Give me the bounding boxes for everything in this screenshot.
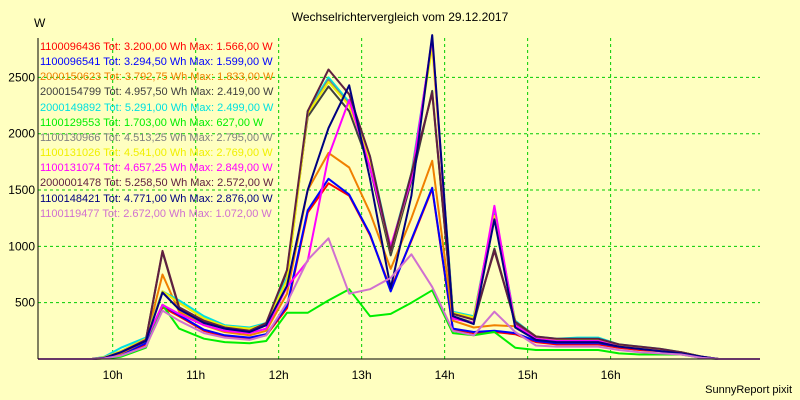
- legend-item: 1100096541 Tot: 3.294,50 Wh Max: 1.599,0…: [40, 56, 273, 69]
- x-tick-label: 11h: [186, 368, 205, 382]
- x-tick-label: 16h: [601, 368, 621, 382]
- footer-credit: SunnyReport pixit: [705, 384, 792, 396]
- y-tick-label: 1500: [8, 183, 35, 197]
- x-tick-label: 15h: [518, 368, 538, 382]
- legend-item: 2000154799 Tot: 4.957,50 Wh Max: 2.419,0…: [40, 86, 274, 99]
- legend-item: 2000149892 Tot: 5.291,00 Wh Max: 2.499,0…: [40, 101, 274, 114]
- legend-item: 1100148421 Tot: 4.771,00 Wh Max: 2.876,0…: [40, 192, 273, 205]
- x-tick-label: 13h: [352, 368, 372, 382]
- legend-item: 1100131074 Tot: 4.657,25 Wh Max: 2.849,0…: [40, 162, 273, 175]
- legend-item: 2000150623 Tot: 3.792,75 Wh Max: 1.833,0…: [40, 71, 274, 84]
- series-line-1100148421: [38, 34, 760, 360]
- x-tick-label: 12h: [269, 368, 289, 382]
- series-layer: [38, 34, 760, 360]
- x-tick-label: 10h: [103, 368, 123, 382]
- y-tick-label: 2000: [8, 127, 35, 141]
- axes: [37, 38, 760, 360]
- tick-labels: 500 1000 1500 2000 2500 10h 11h 12h 13h 14h 15h 16h: [8, 70, 620, 382]
- y-tick-label: 2500: [8, 70, 35, 84]
- legend-item: 2000001478 Tot: 5.258,50 Wh Max: 2.572,0…: [40, 177, 274, 190]
- series-line-1100119477: [38, 237, 760, 360]
- legend: 1100096436 Tot: 3.200,00 Wh Max: 1.566,0…: [40, 40, 273, 222]
- legend-item: 1100096436 Tot: 3.200,00 Wh Max: 1.566,0…: [40, 41, 273, 53]
- legend-item: 1100119477 Tot: 2.672,00 Wh Max: 1.072,0…: [40, 207, 272, 220]
- y-tick-label: 1000: [8, 239, 35, 253]
- series-line-1100129553: [38, 288, 760, 360]
- y-tick-label: 500: [15, 296, 35, 310]
- chart-title: Wechselrichtervergleich vom 29.12.2017: [291, 10, 509, 24]
- legend-item: 1100129553 Tot: 1.703,00 Wh Max: 627,00 …: [40, 116, 264, 129]
- x-tick-label: 14h: [435, 368, 455, 382]
- y-axis-label: W: [34, 16, 46, 30]
- legend-item: 1100131026 Tot: 4.541,00 Wh Max: 2.769,0…: [40, 147, 273, 160]
- legend-item: 1100130966 Tot: 4.513,25 Wh Max: 2.795,0…: [40, 131, 273, 144]
